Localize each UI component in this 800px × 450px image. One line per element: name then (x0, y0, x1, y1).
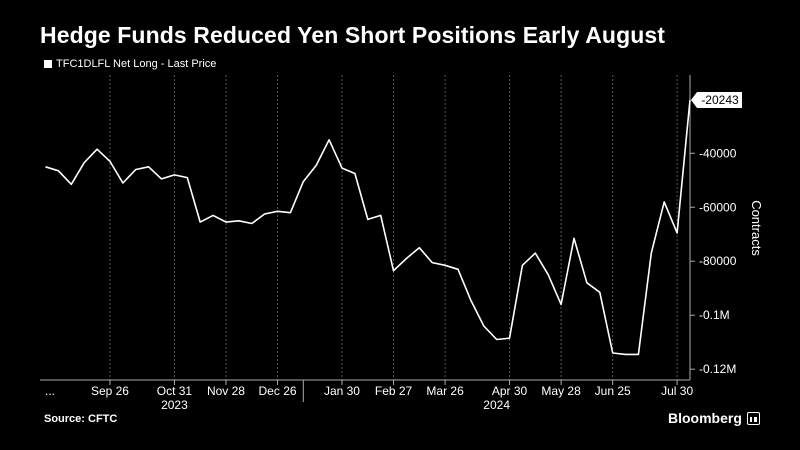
axes (40, 75, 695, 402)
y-axis-labels: -40000 -60000 -80000 -0.1M -0.12M (699, 146, 737, 376)
bloomberg-logo-icon (746, 411, 760, 425)
x-year-label: 2023 (161, 398, 188, 412)
series-path (45, 99, 691, 356)
last-value-marker: -20243 (691, 91, 742, 108)
x-tick-label: May 28 (541, 384, 581, 398)
x-year-label: 2024 (483, 398, 510, 412)
x-tick-label: Apr 30 (492, 384, 528, 398)
y-axis-title: Contracts (749, 200, 764, 256)
grid-lines (109, 75, 678, 380)
y-tick-label: -0.12M (699, 362, 736, 376)
last-value-badge (691, 91, 742, 108)
x-tick-label: Mar 26 (426, 384, 464, 398)
x-tick-label: Nov 28 (207, 384, 245, 398)
y-tick-label: -60000 (699, 200, 737, 214)
legend-swatch (44, 60, 52, 68)
x-tick-label: Jun 25 (595, 384, 631, 398)
chart-title: Hedge Funds Reduced Yen Short Positions … (40, 22, 666, 48)
bloomberg-logo: Bloomberg (668, 410, 760, 426)
x-tick-label: Sep 26 (91, 384, 129, 398)
x-tick-label: Feb 27 (375, 384, 413, 398)
x-tick-label: Jan 30 (324, 384, 360, 398)
x-axis-labels: ... Sep 26 Oct 31 Nov 28 Dec 26 Jan 30 Feb 27 M… (45, 384, 693, 412)
y-tick-label: -80000 (699, 254, 737, 268)
x-tick-label: ... (45, 384, 55, 398)
brand-name: Bloomberg (668, 410, 742, 426)
series-line (45, 99, 691, 356)
x-tick-label: Oct 31 (157, 384, 193, 398)
y-tick-label: -40000 (699, 146, 737, 160)
legend-label: TFC1DLFL Net Long - Last Price (56, 58, 217, 70)
last-value-label: -20243 (701, 93, 739, 107)
y-tick-label: -0.1M (699, 308, 730, 322)
x-tick-label: Jul 30 (661, 384, 693, 398)
source-note: Source: CFTC (44, 413, 118, 425)
x-tick-label: Dec 26 (259, 384, 297, 398)
legend: TFC1DLFL Net Long - Last Price (44, 58, 216, 70)
